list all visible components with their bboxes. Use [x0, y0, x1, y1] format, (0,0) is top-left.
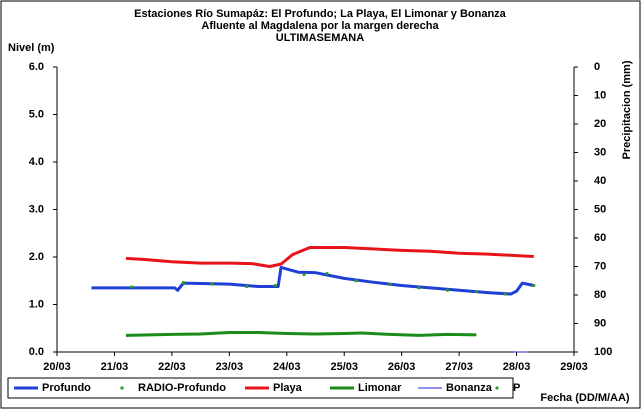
data-point [474, 290, 478, 294]
data-point [210, 282, 214, 286]
y-tick-label: 0.0 [29, 346, 44, 358]
data-point [354, 279, 358, 283]
y-tick-label: 4.0 [29, 156, 44, 168]
y2-tick-label: 20 [594, 118, 606, 130]
y-tick-label: 3.0 [29, 203, 44, 215]
data-line [91, 265, 535, 296]
legend-label: P [513, 382, 520, 394]
y-tick-label: 6.0 [29, 61, 44, 73]
legend-marker [495, 386, 499, 390]
y2-axis-label: Precipitacion (mm) [621, 60, 633, 159]
y-tick-label: 2.0 [29, 251, 44, 263]
x-tick-label: 20/03 [43, 361, 71, 373]
x-tick-label: 22/03 [158, 361, 186, 373]
y2-tick-label: 0 [594, 61, 600, 73]
y-tick-label: 5.0 [29, 108, 44, 120]
x-tick-label: 28/03 [503, 361, 531, 373]
data-point [302, 272, 306, 277]
legend-label: Limonar [358, 382, 402, 394]
data-point [273, 283, 277, 288]
data-point [388, 282, 392, 287]
x-tick-label: 27/03 [445, 361, 473, 373]
data-point [181, 281, 185, 285]
y2-tick-label: 60 [594, 232, 606, 244]
chart-subtitle: Afluente al Magdalena por la margen dere… [201, 20, 439, 32]
legend-marker [120, 386, 124, 390]
data-line [125, 331, 477, 337]
data-point [130, 285, 134, 289]
y2-tick-label: 30 [594, 146, 606, 158]
data-point [244, 284, 249, 289]
x-tick-label: 29/03 [560, 361, 588, 373]
legend-label: Playa [273, 382, 303, 394]
y2-tick-label: 50 [594, 203, 606, 215]
y-axis-label: Nivel (m) [8, 42, 55, 54]
legend-label: Bonanza [446, 382, 493, 394]
data-line [125, 246, 534, 268]
x-tick-label: 21/03 [101, 361, 129, 373]
data-point [446, 288, 450, 292]
x-axis-label: Fecha (DD/M/AA) [540, 392, 630, 404]
y2-tick-label: 90 [594, 317, 606, 329]
y2-tick-label: 100 [594, 346, 612, 358]
data-point [503, 292, 507, 296]
x-tick-label: 26/03 [388, 361, 416, 373]
chart-subtitle: ULTIMASEMANA [276, 32, 364, 44]
y2-tick-label: 40 [594, 175, 606, 187]
y2-tick-label: 70 [594, 260, 606, 272]
data-point [532, 283, 536, 288]
x-tick-label: 24/03 [273, 361, 301, 373]
data-point [325, 272, 329, 276]
x-tick-label: 23/03 [216, 361, 244, 373]
chart-title: Estaciones Río Sumapáz: El Profundo; La … [134, 8, 507, 20]
y-tick-label: 1.0 [29, 298, 44, 310]
legend-label: RADIO-Profundo [138, 382, 226, 394]
legend-label: Profundo [42, 382, 91, 394]
data-point [417, 286, 421, 290]
x-tick-label: 25/03 [330, 361, 358, 373]
y2-tick-label: 10 [594, 89, 606, 101]
y2-tick-label: 80 [594, 289, 606, 301]
